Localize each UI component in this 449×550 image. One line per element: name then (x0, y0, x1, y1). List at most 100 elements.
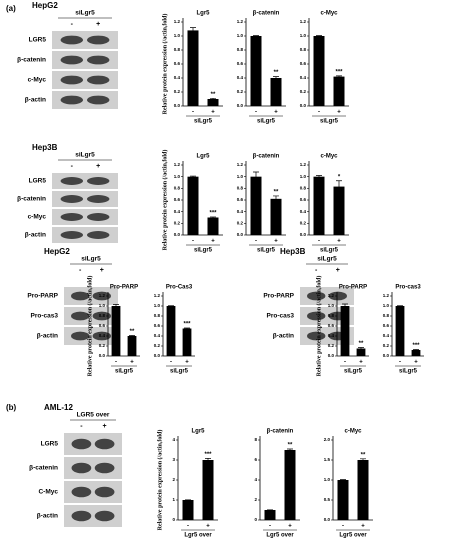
error-bar (360, 458, 366, 462)
x-tick-label: - (192, 110, 194, 116)
error-bar (210, 216, 216, 219)
y-tick-label: 0.6 (300, 197, 307, 202)
y-tick-label: 4 (254, 477, 257, 482)
x-tick-label: - (115, 360, 117, 366)
lane-label: + (100, 267, 104, 274)
band (60, 95, 84, 105)
y-tick-label: 1.2 (174, 19, 181, 24)
y-tick-label: 0.6 (237, 61, 244, 66)
error-bar (342, 303, 348, 308)
cell-line: AML-12 (44, 403, 73, 412)
blot-strip (64, 457, 122, 479)
x-tick-label: + (185, 360, 189, 366)
bar (340, 306, 350, 356)
y-tick-label: 0.2 (328, 343, 335, 348)
y-tick-label: 0.2 (99, 343, 106, 348)
band (94, 438, 115, 450)
error-bar (358, 347, 364, 350)
error-bar (316, 175, 322, 178)
y-tick-label: 0.8 (174, 186, 181, 191)
blot-row-label: β-actin (25, 232, 46, 239)
bar (356, 348, 366, 356)
blot-strip (52, 71, 118, 89)
band (71, 510, 92, 522)
y-tick-label: 0.2 (300, 221, 307, 226)
y-tick-label: 0.2 (300, 89, 307, 94)
chart-title: β-catenin (253, 154, 280, 160)
chart-title: β-catenin (267, 429, 294, 435)
y-tick-label: 1.0 (174, 174, 181, 179)
y-tick-label: 0.4 (383, 333, 390, 338)
blot-header: siLgr5 (81, 256, 101, 263)
x-tick-label: + (414, 360, 418, 366)
cell-line: Hep3B (280, 247, 306, 256)
x-axis-label: siLgr5 (170, 369, 189, 375)
y-tick-label: 3 (172, 457, 175, 462)
y-tick-label: 0.4 (174, 209, 181, 214)
band (307, 331, 326, 341)
chart-title: c-Myc (344, 429, 362, 435)
bar (411, 350, 421, 356)
lane-label: - (71, 163, 74, 170)
chart-title: Pro-PARP (339, 285, 367, 291)
band (92, 331, 111, 341)
y-tick-label: 0.2 (174, 89, 181, 94)
blot-row-label: β-catenin (29, 465, 58, 472)
lane-label: + (336, 267, 340, 274)
blot-row-label: Pro-PARP (27, 293, 58, 300)
chart-title: c-Myc (320, 11, 338, 17)
y-tick-label: 1.2 (300, 19, 307, 24)
bar (270, 78, 282, 106)
y-tick-label: 0.0 (300, 232, 307, 237)
blot-row-label: LGR5 (29, 37, 47, 44)
error-bar (336, 180, 342, 193)
x-tick-label: - (318, 110, 320, 116)
cell-line: HepG2 (32, 1, 58, 10)
y-tick-label: 0.6 (99, 323, 106, 328)
y-tick-label: 0.4 (154, 333, 161, 338)
y-tick-label: 0.8 (300, 186, 307, 191)
band (71, 462, 92, 474)
panel-label: (b) (6, 403, 17, 412)
band (60, 195, 84, 203)
blot-row-label: β-catenin (17, 57, 46, 64)
x-tick-label: + (211, 110, 215, 116)
y-tick-label: 0 (254, 517, 257, 522)
y-tick-label: 1.0 (237, 33, 244, 38)
blot-row-label: β-actin (37, 513, 58, 520)
blot-strip (52, 91, 118, 109)
y-tick-label: 1.0 (154, 303, 161, 308)
lane-label: - (79, 267, 82, 274)
x-tick-label: - (192, 239, 194, 245)
bar (250, 176, 262, 235)
y-tick-label: 0 (172, 517, 175, 522)
x-axis-label: siLgr5 (257, 248, 276, 254)
band (71, 291, 90, 301)
y-tick-label: 0.0 (154, 353, 161, 358)
y-tick-label: 8 (254, 437, 257, 442)
y-tick-label: 0.6 (154, 323, 161, 328)
blot-row-label: β-actin (273, 333, 294, 340)
blot-strip (52, 191, 118, 207)
significance: *** (183, 322, 191, 328)
panel-label: (a) (6, 4, 16, 13)
x-axis-label: siLgr5 (344, 369, 363, 375)
blot-row-label: LGR5 (41, 441, 59, 448)
bar (207, 99, 219, 106)
band (60, 35, 84, 45)
x-tick-label: - (170, 360, 172, 366)
blot-strip (300, 287, 354, 305)
error-bar (210, 97, 216, 100)
x-tick-label: - (399, 360, 401, 366)
band (86, 213, 110, 221)
y-tick-label: 0.2 (383, 343, 390, 348)
blot-row-label: Pro-PARP (263, 293, 294, 300)
significance: ** (359, 341, 364, 347)
y-tick-label: 1.0 (383, 303, 390, 308)
y-tick-label: 1 (172, 497, 175, 502)
x-axis-label: Lgr5 over (266, 533, 294, 539)
bar (250, 36, 262, 106)
bar (187, 176, 199, 235)
band (60, 177, 84, 185)
error-bar (336, 75, 342, 78)
